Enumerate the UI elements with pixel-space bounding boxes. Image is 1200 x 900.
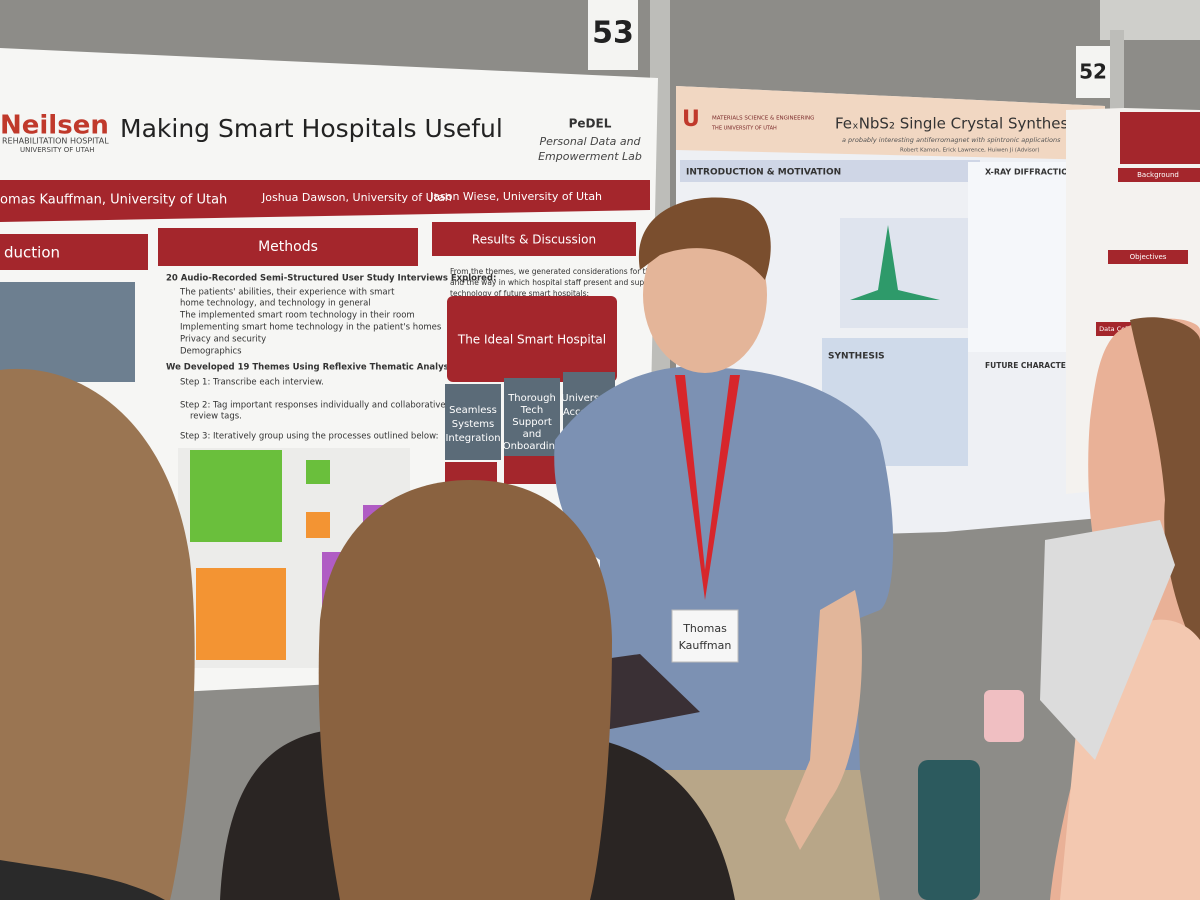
poster-header — [1120, 112, 1200, 164]
methods-text: Step 2: Tag important responses individu… — [180, 401, 453, 411]
lab-full: Empowerment Lab — [538, 150, 642, 163]
section-header — [432, 222, 636, 256]
theme-label: and — [523, 429, 542, 440]
theme-label: Support — [512, 417, 552, 428]
ideal-box — [447, 296, 617, 382]
theme-label: Integration — [445, 433, 500, 444]
results-text: technology of future smart hospitals: — [450, 289, 589, 298]
department: MATERIALS SCIENCE & ENGINEERING — [712, 116, 814, 122]
methods-text: home technology, and technology in gener… — [180, 299, 371, 309]
person-hair — [638, 197, 771, 280]
author: Jason Wiese, University of Utah — [429, 190, 602, 203]
board-number-card — [588, 0, 638, 70]
sticky-note — [306, 512, 330, 538]
author-bar — [0, 180, 650, 222]
lab-name: PeDEL — [569, 117, 612, 131]
sticky-note — [190, 450, 282, 542]
name-badge — [671, 609, 739, 663]
section-title: duction — [4, 244, 60, 262]
plot-peak — [850, 225, 940, 300]
methods-text: The implemented smart room technology in… — [179, 311, 415, 321]
poster-roll — [1040, 520, 1175, 760]
section-title: SYNTHESIS — [828, 352, 885, 362]
lab-full: Personal Data and — [539, 135, 641, 148]
theme-tag — [504, 456, 556, 484]
logo-univ: UNIVERSITY OF UTAH — [20, 146, 94, 154]
section-header — [1118, 168, 1200, 182]
university: THE UNIVERSITY OF UTAH — [711, 126, 777, 132]
section-title: INTRODUCTION & MOTIVATION — [686, 168, 841, 178]
methods-text: review tags. — [190, 412, 242, 422]
section-title: Objectives — [1130, 253, 1167, 261]
theme-label: Systems — [452, 419, 495, 430]
person-left-top — [0, 860, 165, 900]
board-number: 53 — [592, 16, 634, 51]
results-text: and the way in which hospital staff pres… — [450, 278, 675, 287]
people: Thomas Kauffman — [0, 197, 1200, 900]
board-number-card — [1076, 46, 1110, 98]
poster-title: FeₓNbS₂ Single Crystal Synthesis — [835, 115, 1080, 133]
theme-label: Universally — [561, 393, 617, 404]
person-right-hair — [1130, 317, 1200, 660]
board-number: 52 — [1079, 60, 1107, 84]
logo-sub: REHABILITATION HOSPITAL — [2, 137, 109, 146]
badge-name: Thomas — [682, 622, 727, 635]
methods-text: The patients' abilities, their experienc… — [179, 288, 395, 298]
theme-box — [504, 378, 560, 456]
theme-label: Onboarding — [503, 441, 562, 452]
section-title: Background — [1137, 171, 1179, 179]
author: omas Kauffman, University of Utah — [0, 193, 227, 208]
results-text: From the themes, we generated considerat… — [450, 267, 683, 276]
section-header — [1108, 250, 1188, 264]
lanyard — [675, 375, 740, 600]
badge-name: Kauffman — [679, 639, 732, 652]
methods-text: Step 3: Iteratively group using the proc… — [180, 432, 438, 442]
section-header — [680, 160, 980, 182]
methods-text: Implementing smart home technology in th… — [180, 323, 442, 333]
author: Joshua Dawson, University of Utah — [261, 191, 452, 204]
authors: Robert Kamon, Erick Lawrence, Huiwen Ji … — [900, 148, 1040, 154]
section-title: Results & Discussion — [472, 233, 596, 247]
section-title: FUTURE CHARACTERIZATION — [985, 361, 1106, 370]
phone — [984, 690, 1024, 742]
poster-title: Making Smart Hospitals Useful — [120, 114, 503, 143]
poster-header — [676, 86, 1105, 160]
methods-text: We Developed 19 Themes Using Reflexive T… — [166, 363, 460, 373]
photo-thumbnail — [0, 282, 135, 382]
methods-text: Demographics — [180, 347, 242, 357]
logo: Neilsen — [0, 111, 109, 141]
section-header — [158, 228, 418, 266]
methods-text: Privacy and security — [180, 335, 266, 345]
section-header — [0, 234, 148, 270]
person-arm — [785, 590, 862, 850]
person-left-hair — [0, 368, 195, 900]
phase-plot — [840, 218, 968, 328]
subtitle: a probably interesting antiferromagnet w… — [842, 136, 1061, 144]
methods-text: Step 1: Transcribe each interview. — [180, 378, 324, 388]
theme-box — [445, 384, 501, 460]
u-logo: U — [682, 107, 700, 132]
sticky-note — [306, 460, 330, 484]
theme-label: Tech — [520, 405, 543, 416]
ideal-label: The Ideal Smart Hospital — [457, 333, 606, 347]
person-center-hair — [318, 480, 612, 900]
tablet — [597, 654, 700, 730]
theme-label: Thorough — [507, 393, 556, 404]
section-title: Methods — [258, 239, 318, 255]
theme-label: Seamless — [449, 405, 497, 416]
methods-text: 20 Audio-Recorded Semi-Structured User S… — [166, 274, 496, 284]
section-title: X-RAY DIFFRACTION — [985, 168, 1075, 177]
water-bottle — [918, 760, 980, 900]
sticky-note — [196, 568, 286, 660]
